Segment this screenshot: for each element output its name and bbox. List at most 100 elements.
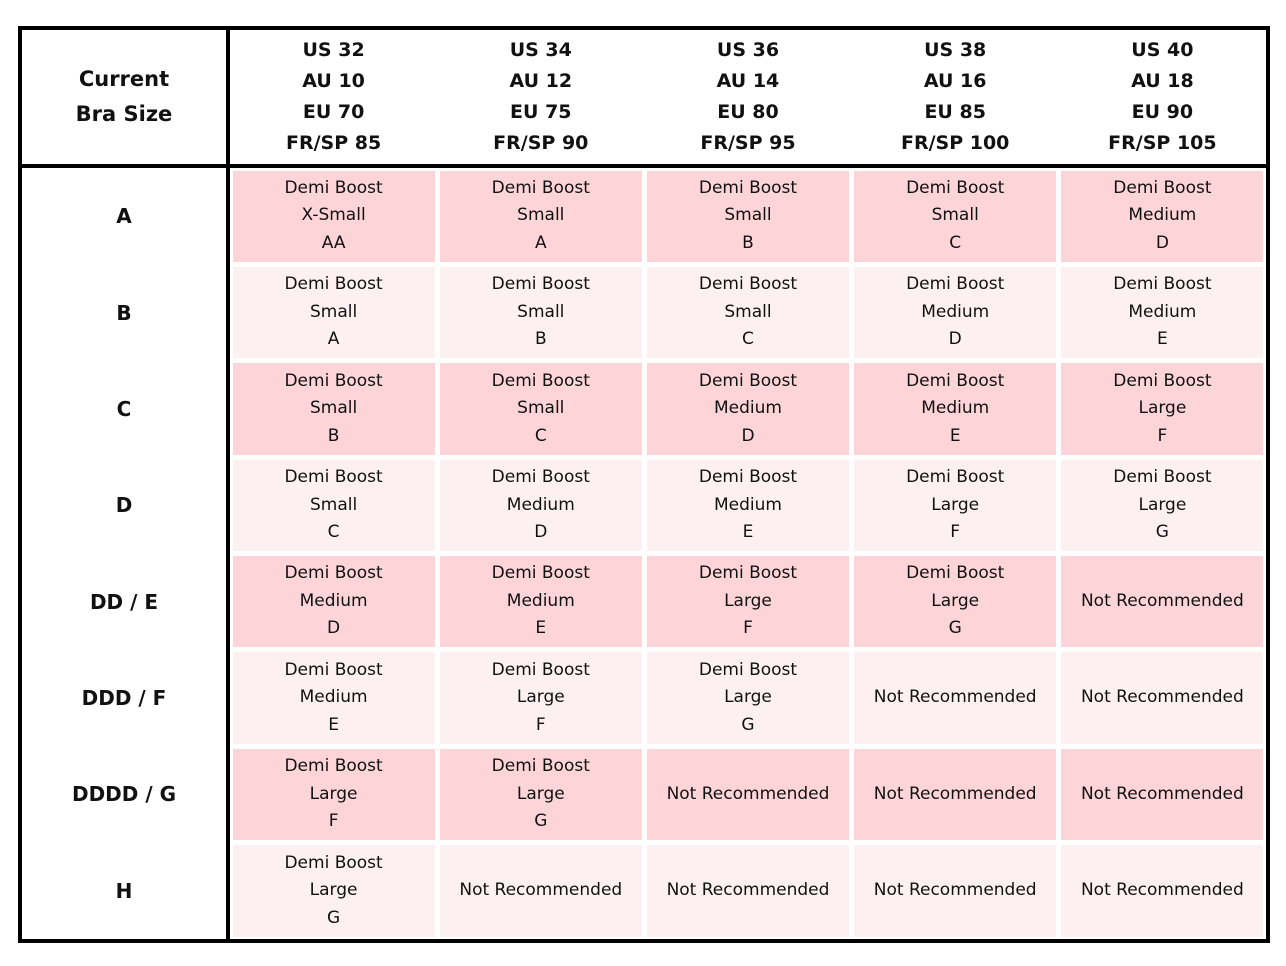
text-line: Not Recommended: [873, 687, 1037, 708]
text-line: Bra Size: [75, 102, 173, 126]
text-line: Demi Boost: [698, 467, 798, 488]
text-line: Medium: [1128, 301, 1197, 322]
text-line: Not Recommended: [1080, 590, 1244, 611]
column-header: US 34 AU 12 EU 75 FR/SP 90: [437, 30, 644, 164]
text-line: Large: [724, 687, 772, 708]
text-line: E: [949, 425, 961, 446]
text-line: A: [534, 232, 547, 253]
text-line: FR/SP 105: [1108, 132, 1217, 154]
size-cell: Demi Boost Medium D: [646, 363, 850, 455]
text-line: US 40: [1131, 39, 1194, 61]
text-line: Small: [309, 398, 358, 419]
size-cell: Not Recommended: [854, 748, 1057, 841]
text-line: Demi Boost: [1113, 177, 1212, 198]
text-line: Small: [724, 301, 772, 322]
text-line: DDD / F: [81, 686, 167, 711]
corner-header: Current Bra Size: [22, 30, 226, 164]
size-cell: Demi Boost Large G: [646, 652, 850, 744]
text-line: B: [116, 300, 132, 325]
size-cell: Demi Boost Small B: [439, 266, 642, 359]
column-header: US 36 AU 14 EU 80 FR/SP 95: [644, 30, 851, 164]
row-label: DDDD / G: [22, 746, 226, 842]
text-line: D: [948, 329, 962, 350]
size-cell: Demi Boost Large F: [232, 748, 435, 841]
text-line: Large: [724, 590, 772, 611]
text-line: Demi Boost: [284, 563, 383, 584]
size-cell: Demi Boost Small B: [646, 170, 850, 262]
text-line: Demi Boost: [1113, 467, 1212, 488]
size-cell: Demi Boost Medium D: [439, 459, 642, 551]
size-cell: Not Recommended: [646, 845, 850, 937]
text-line: E: [535, 618, 547, 639]
border-right: [1266, 26, 1270, 943]
size-cell: Not Recommended: [854, 845, 1057, 937]
text-line: Demi Boost: [284, 659, 383, 680]
text-line: H: [115, 878, 133, 903]
column-header: US 40 AU 18 EU 90 FR/SP 105: [1059, 30, 1266, 164]
row-label: D: [22, 457, 226, 553]
text-line: E: [742, 522, 754, 543]
text-line: Small: [724, 205, 772, 226]
text-line: D: [534, 522, 548, 543]
column-divider: [226, 26, 230, 943]
size-cell: Demi Boost Large F: [854, 459, 1057, 551]
text-line: Large: [1138, 398, 1187, 419]
size-cell: Demi Boost Small A: [439, 170, 642, 262]
text-line: E: [1157, 329, 1168, 350]
text-line: Demi Boost: [906, 370, 1005, 391]
text-line: Large: [516, 783, 565, 804]
size-cell: Demi Boost Medium E: [1061, 266, 1264, 359]
text-line: Not Recommended: [873, 783, 1037, 804]
text-line: Demi Boost: [284, 177, 383, 198]
text-line: Small: [309, 494, 358, 515]
text-line: Large: [1138, 494, 1187, 515]
row-label: A: [22, 168, 226, 264]
border-top: [18, 26, 1270, 30]
size-cell: Demi Boost Small C: [854, 170, 1057, 262]
text-line: Demi Boost: [698, 274, 798, 295]
border-bottom: [18, 939, 1270, 943]
text-line: D: [1155, 232, 1169, 253]
text-line: US 38: [924, 39, 987, 61]
size-cell: Demi Boost Medium E: [232, 652, 435, 744]
text-line: C: [116, 396, 132, 421]
size-cell: Demi Boost Medium E: [854, 363, 1057, 455]
text-line: F: [328, 811, 339, 832]
text-line: Demi Boost: [491, 274, 590, 295]
text-line: Not Recommended: [873, 880, 1037, 901]
size-cell: Demi Boost X-Small AA: [232, 170, 435, 262]
row-label: C: [22, 361, 226, 457]
size-cell: Not Recommended: [1061, 556, 1264, 648]
text-line: Not Recommended: [1080, 783, 1244, 804]
text-line: C: [327, 522, 340, 543]
text-line: Demi Boost: [491, 659, 590, 680]
text-line: DD / E: [89, 589, 159, 614]
text-line: C: [742, 329, 754, 350]
text-line: C: [949, 232, 962, 253]
text-line: G: [327, 907, 341, 928]
text-line: EU 75: [510, 101, 572, 123]
text-line: FR/SP 100: [900, 132, 1010, 154]
text-line: EU 70: [302, 101, 365, 123]
size-cell: Not Recommended: [439, 845, 642, 937]
size-cell: Not Recommended: [646, 748, 850, 841]
text-line: Demi Boost: [698, 659, 798, 680]
size-cell: Demi Boost Small B: [232, 363, 435, 455]
text-line: Large: [309, 783, 358, 804]
size-cell: Demi Boost Large F: [646, 556, 850, 648]
text-line: Demi Boost: [491, 756, 590, 777]
text-line: D: [741, 425, 755, 446]
text-line: Large: [931, 494, 980, 515]
text-line: C: [534, 425, 547, 446]
text-line: Demi Boost: [491, 467, 590, 488]
text-line: Medium: [921, 398, 990, 419]
text-line: EU 90: [1131, 101, 1194, 123]
text-line: FR/SP 90: [493, 132, 589, 154]
size-cell: Not Recommended: [1061, 652, 1264, 744]
border-left: [18, 26, 22, 943]
text-line: F: [743, 618, 753, 639]
text-line: B: [534, 329, 547, 350]
row-label: DD / E: [22, 554, 226, 650]
text-line: Medium: [506, 590, 575, 611]
text-line: Medium: [1128, 205, 1197, 226]
